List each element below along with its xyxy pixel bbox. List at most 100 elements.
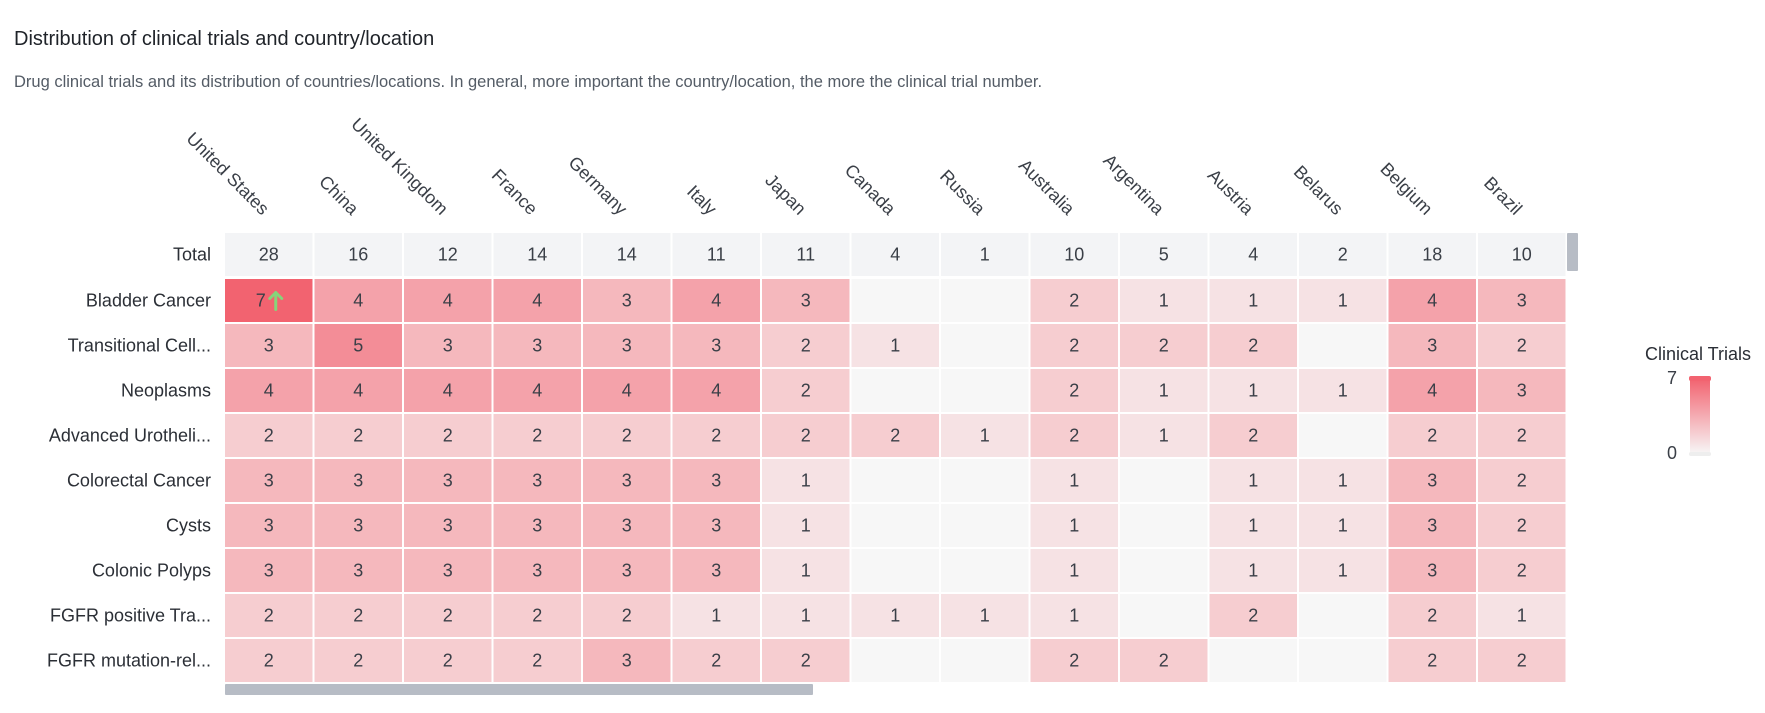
- column-labels: United StatesChinaUnited KingdomFranceGe…: [183, 114, 1527, 219]
- cell-value: 1: [711, 606, 721, 626]
- heatmap-cell[interactable]: [941, 549, 1029, 592]
- cell-value: 2: [1517, 516, 1527, 536]
- heatmap-cell[interactable]: [941, 324, 1029, 367]
- heatmap-cell[interactable]: [1120, 549, 1208, 592]
- cell-value: 2: [1069, 651, 1079, 671]
- cell-value: 3: [532, 471, 542, 491]
- horizontal-scrollbar-thumb[interactable]: [225, 684, 813, 695]
- cell-value: 4: [1427, 381, 1437, 401]
- heatmap-cell[interactable]: [852, 369, 940, 412]
- total-value: 2: [1338, 245, 1348, 265]
- cell-value: 2: [622, 426, 632, 446]
- row-label: Advanced Urotheli...: [49, 426, 211, 446]
- row-label: Transitional Cell...: [68, 336, 211, 356]
- column-label: Belgium: [1376, 159, 1436, 219]
- heatmap-cell[interactable]: [941, 639, 1029, 682]
- cell-value: 3: [264, 471, 274, 491]
- cell-value: 2: [1069, 381, 1079, 401]
- heatmap-cell[interactable]: [852, 549, 940, 592]
- cell-value: 3: [1427, 471, 1437, 491]
- cell-value: 2: [1517, 336, 1527, 356]
- cell-value: 2: [1248, 426, 1258, 446]
- cell-value: 1: [1338, 471, 1348, 491]
- cell-value: 2: [353, 651, 363, 671]
- cell-value: 1: [890, 336, 900, 356]
- row-label: Bladder Cancer: [86, 291, 211, 311]
- heatmap-cell[interactable]: [1299, 324, 1387, 367]
- heatmap-cell[interactable]: [1299, 414, 1387, 457]
- total-value: 28: [259, 245, 279, 265]
- cell-value: 1: [1248, 381, 1258, 401]
- cell-value: 1: [1338, 291, 1348, 311]
- cell-value: 1: [1248, 471, 1258, 491]
- heatmap-cell[interactable]: [852, 459, 940, 502]
- cell-value: 3: [711, 561, 721, 581]
- legend-max-handle[interactable]: [1689, 376, 1711, 381]
- heatmap-cell[interactable]: [1120, 504, 1208, 547]
- cell-value: 2: [264, 651, 274, 671]
- cell-value: 5: [353, 336, 363, 356]
- legend-min-handle[interactable]: [1689, 452, 1711, 456]
- cell-value: 2: [1517, 651, 1527, 671]
- cell-value: 4: [711, 291, 721, 311]
- heatmap-cell[interactable]: [1299, 639, 1387, 682]
- cell-value: 1: [1338, 516, 1348, 536]
- heatmap-cell[interactable]: [1299, 594, 1387, 637]
- heatmap-cell[interactable]: [941, 369, 1029, 412]
- heatmap-cell[interactable]: [941, 279, 1029, 322]
- cell-value: 2: [353, 426, 363, 446]
- cell-value: 3: [353, 516, 363, 536]
- cell-value: 2: [1159, 336, 1169, 356]
- cell-value: 2: [801, 426, 811, 446]
- cell-value: 2: [1069, 426, 1079, 446]
- vertical-scrollbar-thumb[interactable]: [1567, 233, 1578, 271]
- cell-value: 2: [1517, 471, 1527, 491]
- cell-value: 4: [264, 381, 274, 401]
- cell-value: 3: [443, 336, 453, 356]
- cell-value: 3: [711, 516, 721, 536]
- heatmap-cell[interactable]: [852, 504, 940, 547]
- cell-value: 3: [353, 471, 363, 491]
- row-label: FGFR positive Tra...: [50, 606, 211, 626]
- cell-value: 2: [532, 606, 542, 626]
- cell-value: 1: [801, 516, 811, 536]
- cell-value: 2: [801, 381, 811, 401]
- cell-value: 2: [1427, 651, 1437, 671]
- column-label: China: [315, 171, 363, 219]
- cell-value: 4: [443, 381, 453, 401]
- column-label: Argentina: [1099, 150, 1168, 219]
- column-label: Brazil: [1480, 173, 1526, 219]
- row-label: Neoplasms: [121, 381, 211, 401]
- cell-value: 3: [711, 471, 721, 491]
- cell-value: 4: [353, 381, 363, 401]
- cell-value: 1: [1069, 606, 1079, 626]
- heatmap-cell[interactable]: [1120, 459, 1208, 502]
- cell-value: 2: [264, 606, 274, 626]
- total-value: 4: [1248, 245, 1258, 265]
- heatmap-cell[interactable]: [852, 279, 940, 322]
- cell-value: 2: [1069, 336, 1079, 356]
- heatmap-cell[interactable]: [1120, 594, 1208, 637]
- cell-value: 4: [622, 381, 632, 401]
- cell-value: 1: [980, 606, 990, 626]
- cell-value: 1: [1517, 606, 1527, 626]
- column-label: Russia: [936, 166, 990, 220]
- heatmap-cell[interactable]: [941, 504, 1029, 547]
- heatmap-cell[interactable]: [941, 459, 1029, 502]
- column-label: Japan: [761, 170, 810, 219]
- heatmap-cell[interactable]: [852, 639, 940, 682]
- cell-value: 3: [622, 561, 632, 581]
- heatmap-cell[interactable]: [225, 279, 313, 322]
- cell-value: 2: [1159, 651, 1169, 671]
- cell-value: 2: [443, 606, 453, 626]
- cell-value: 3: [264, 516, 274, 536]
- heatmap-cell[interactable]: [1210, 639, 1298, 682]
- total-value: 11: [796, 245, 815, 265]
- cell-value: 3: [532, 336, 542, 356]
- total-value: 5: [1159, 245, 1169, 265]
- cell-value: 2: [711, 426, 721, 446]
- cell-value: 1: [801, 471, 811, 491]
- cell-value: 4: [711, 381, 721, 401]
- column-label: Australia: [1015, 155, 1079, 219]
